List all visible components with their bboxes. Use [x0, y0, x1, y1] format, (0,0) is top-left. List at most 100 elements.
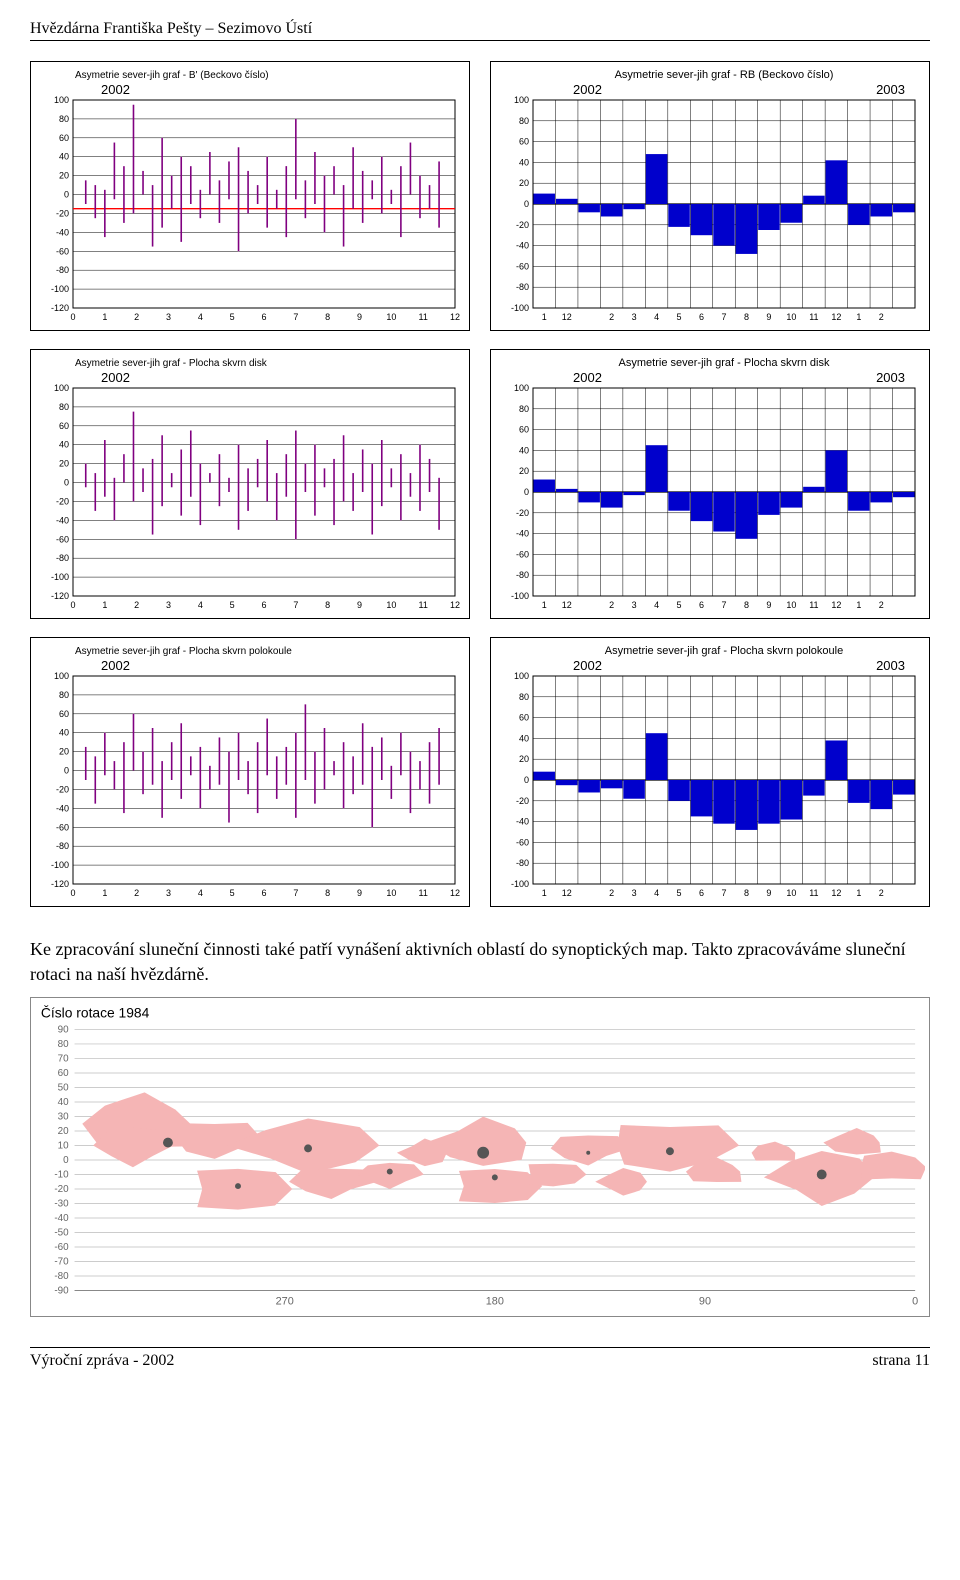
svg-text:11: 11	[809, 312, 818, 322]
svg-text:4: 4	[198, 312, 203, 322]
svg-text:60: 60	[59, 421, 69, 431]
page-footer: Výroční zpráva - 2002 strana 11	[30, 1347, 930, 1370]
svg-text:0: 0	[64, 478, 69, 488]
svg-text:6: 6	[261, 888, 266, 898]
svg-text:10: 10	[786, 888, 796, 898]
svg-text:-30: -30	[54, 1199, 69, 1210]
svg-text:4: 4	[654, 600, 659, 610]
svg-text:2003: 2003	[876, 370, 905, 385]
svg-text:-40: -40	[56, 515, 69, 525]
body-paragraph: Ke zpracování sluneční činnosti také pat…	[30, 937, 930, 987]
chart-svg: -100-80-60-40-20020406080100112234567891…	[495, 354, 925, 614]
svg-text:-10: -10	[54, 1170, 69, 1181]
svg-text:7: 7	[293, 888, 298, 898]
svg-text:2: 2	[609, 600, 614, 610]
svg-text:-120: -120	[51, 879, 69, 889]
footer-right: strana 11	[872, 1352, 930, 1370]
svg-text:11: 11	[809, 888, 818, 898]
svg-text:40: 40	[519, 157, 529, 167]
svg-text:4: 4	[654, 888, 659, 898]
svg-text:2002: 2002	[101, 658, 130, 673]
svg-text:-60: -60	[516, 549, 529, 559]
svg-text:80: 80	[519, 404, 529, 414]
svg-text:70: 70	[58, 1054, 69, 1065]
svg-text:-20: -20	[56, 208, 69, 218]
svg-text:3: 3	[632, 600, 637, 610]
svg-text:2: 2	[609, 888, 614, 898]
svg-text:1: 1	[102, 600, 107, 610]
svg-text:5: 5	[677, 600, 682, 610]
svg-text:-80: -80	[516, 282, 529, 292]
svg-text:4: 4	[654, 312, 659, 322]
svg-text:11: 11	[418, 312, 427, 322]
svg-text:20: 20	[519, 754, 529, 764]
svg-text:0: 0	[70, 888, 75, 898]
svg-text:8: 8	[325, 600, 330, 610]
svg-text:4: 4	[198, 888, 203, 898]
svg-text:40: 40	[59, 152, 69, 162]
svg-text:60: 60	[59, 709, 69, 719]
chart-svg: -100-80-60-40-20020406080100112234567891…	[495, 66, 925, 326]
svg-text:2002: 2002	[573, 370, 602, 385]
svg-text:20: 20	[519, 466, 529, 476]
chart-svg: -120-100-80-60-40-2002040608010001234567…	[35, 66, 465, 326]
svg-text:80: 80	[59, 402, 69, 412]
svg-text:60: 60	[59, 133, 69, 143]
svg-text:2: 2	[134, 600, 139, 610]
svg-text:Asymetrie sever-jih graf - Plo: Asymetrie sever-jih graf - Plocha skvrn …	[75, 646, 292, 657]
svg-text:8: 8	[744, 312, 749, 322]
svg-text:10: 10	[386, 600, 396, 610]
svg-text:9: 9	[766, 600, 771, 610]
svg-text:5: 5	[677, 312, 682, 322]
svg-text:12: 12	[562, 600, 572, 610]
svg-text:100: 100	[54, 95, 69, 105]
svg-text:3: 3	[632, 888, 637, 898]
svg-text:1: 1	[856, 888, 861, 898]
svg-text:2003: 2003	[876, 82, 905, 97]
svg-text:80: 80	[59, 114, 69, 124]
svg-text:0: 0	[524, 487, 529, 497]
map-svg: Číslo rotace 1984-90-80-70-60-50-40-30-2…	[35, 1002, 925, 1312]
svg-text:12: 12	[831, 312, 841, 322]
svg-text:-80: -80	[516, 858, 529, 868]
svg-text:6: 6	[699, 600, 704, 610]
svg-text:40: 40	[58, 1097, 69, 1108]
svg-text:60: 60	[58, 1068, 69, 1079]
svg-text:7: 7	[721, 600, 726, 610]
svg-text:2: 2	[879, 888, 884, 898]
svg-text:-20: -20	[516, 796, 529, 806]
chart-svg: -100-80-60-40-20020406080100112234567891…	[495, 642, 925, 902]
svg-text:3: 3	[166, 600, 171, 610]
svg-text:1: 1	[102, 888, 107, 898]
svg-text:90: 90	[699, 1296, 711, 1308]
svg-text:6: 6	[699, 312, 704, 322]
svg-text:80: 80	[519, 116, 529, 126]
svg-text:5: 5	[677, 888, 682, 898]
svg-text:-70: -70	[54, 1257, 69, 1268]
svg-text:12: 12	[450, 888, 460, 898]
svg-text:60: 60	[519, 425, 529, 435]
svg-text:9: 9	[766, 312, 771, 322]
svg-text:12: 12	[831, 600, 841, 610]
footer-left: Výroční zpráva - 2002	[30, 1352, 174, 1370]
svg-text:20: 20	[519, 178, 529, 188]
svg-text:80: 80	[58, 1039, 69, 1050]
svg-text:-100: -100	[51, 284, 69, 294]
svg-text:100: 100	[514, 95, 529, 105]
svg-text:6: 6	[699, 888, 704, 898]
svg-text:11: 11	[418, 600, 427, 610]
svg-text:5: 5	[230, 600, 235, 610]
svg-text:20: 20	[59, 171, 69, 181]
svg-text:2: 2	[134, 312, 139, 322]
svg-text:100: 100	[514, 671, 529, 681]
svg-text:-50: -50	[54, 1228, 69, 1239]
svg-text:-40: -40	[56, 227, 69, 237]
svg-text:8: 8	[744, 888, 749, 898]
svg-text:2: 2	[879, 600, 884, 610]
svg-text:-100: -100	[511, 879, 529, 889]
svg-text:2: 2	[609, 312, 614, 322]
svg-text:3: 3	[166, 888, 171, 898]
svg-text:8: 8	[744, 600, 749, 610]
svg-text:-40: -40	[56, 803, 69, 813]
svg-text:8: 8	[325, 888, 330, 898]
